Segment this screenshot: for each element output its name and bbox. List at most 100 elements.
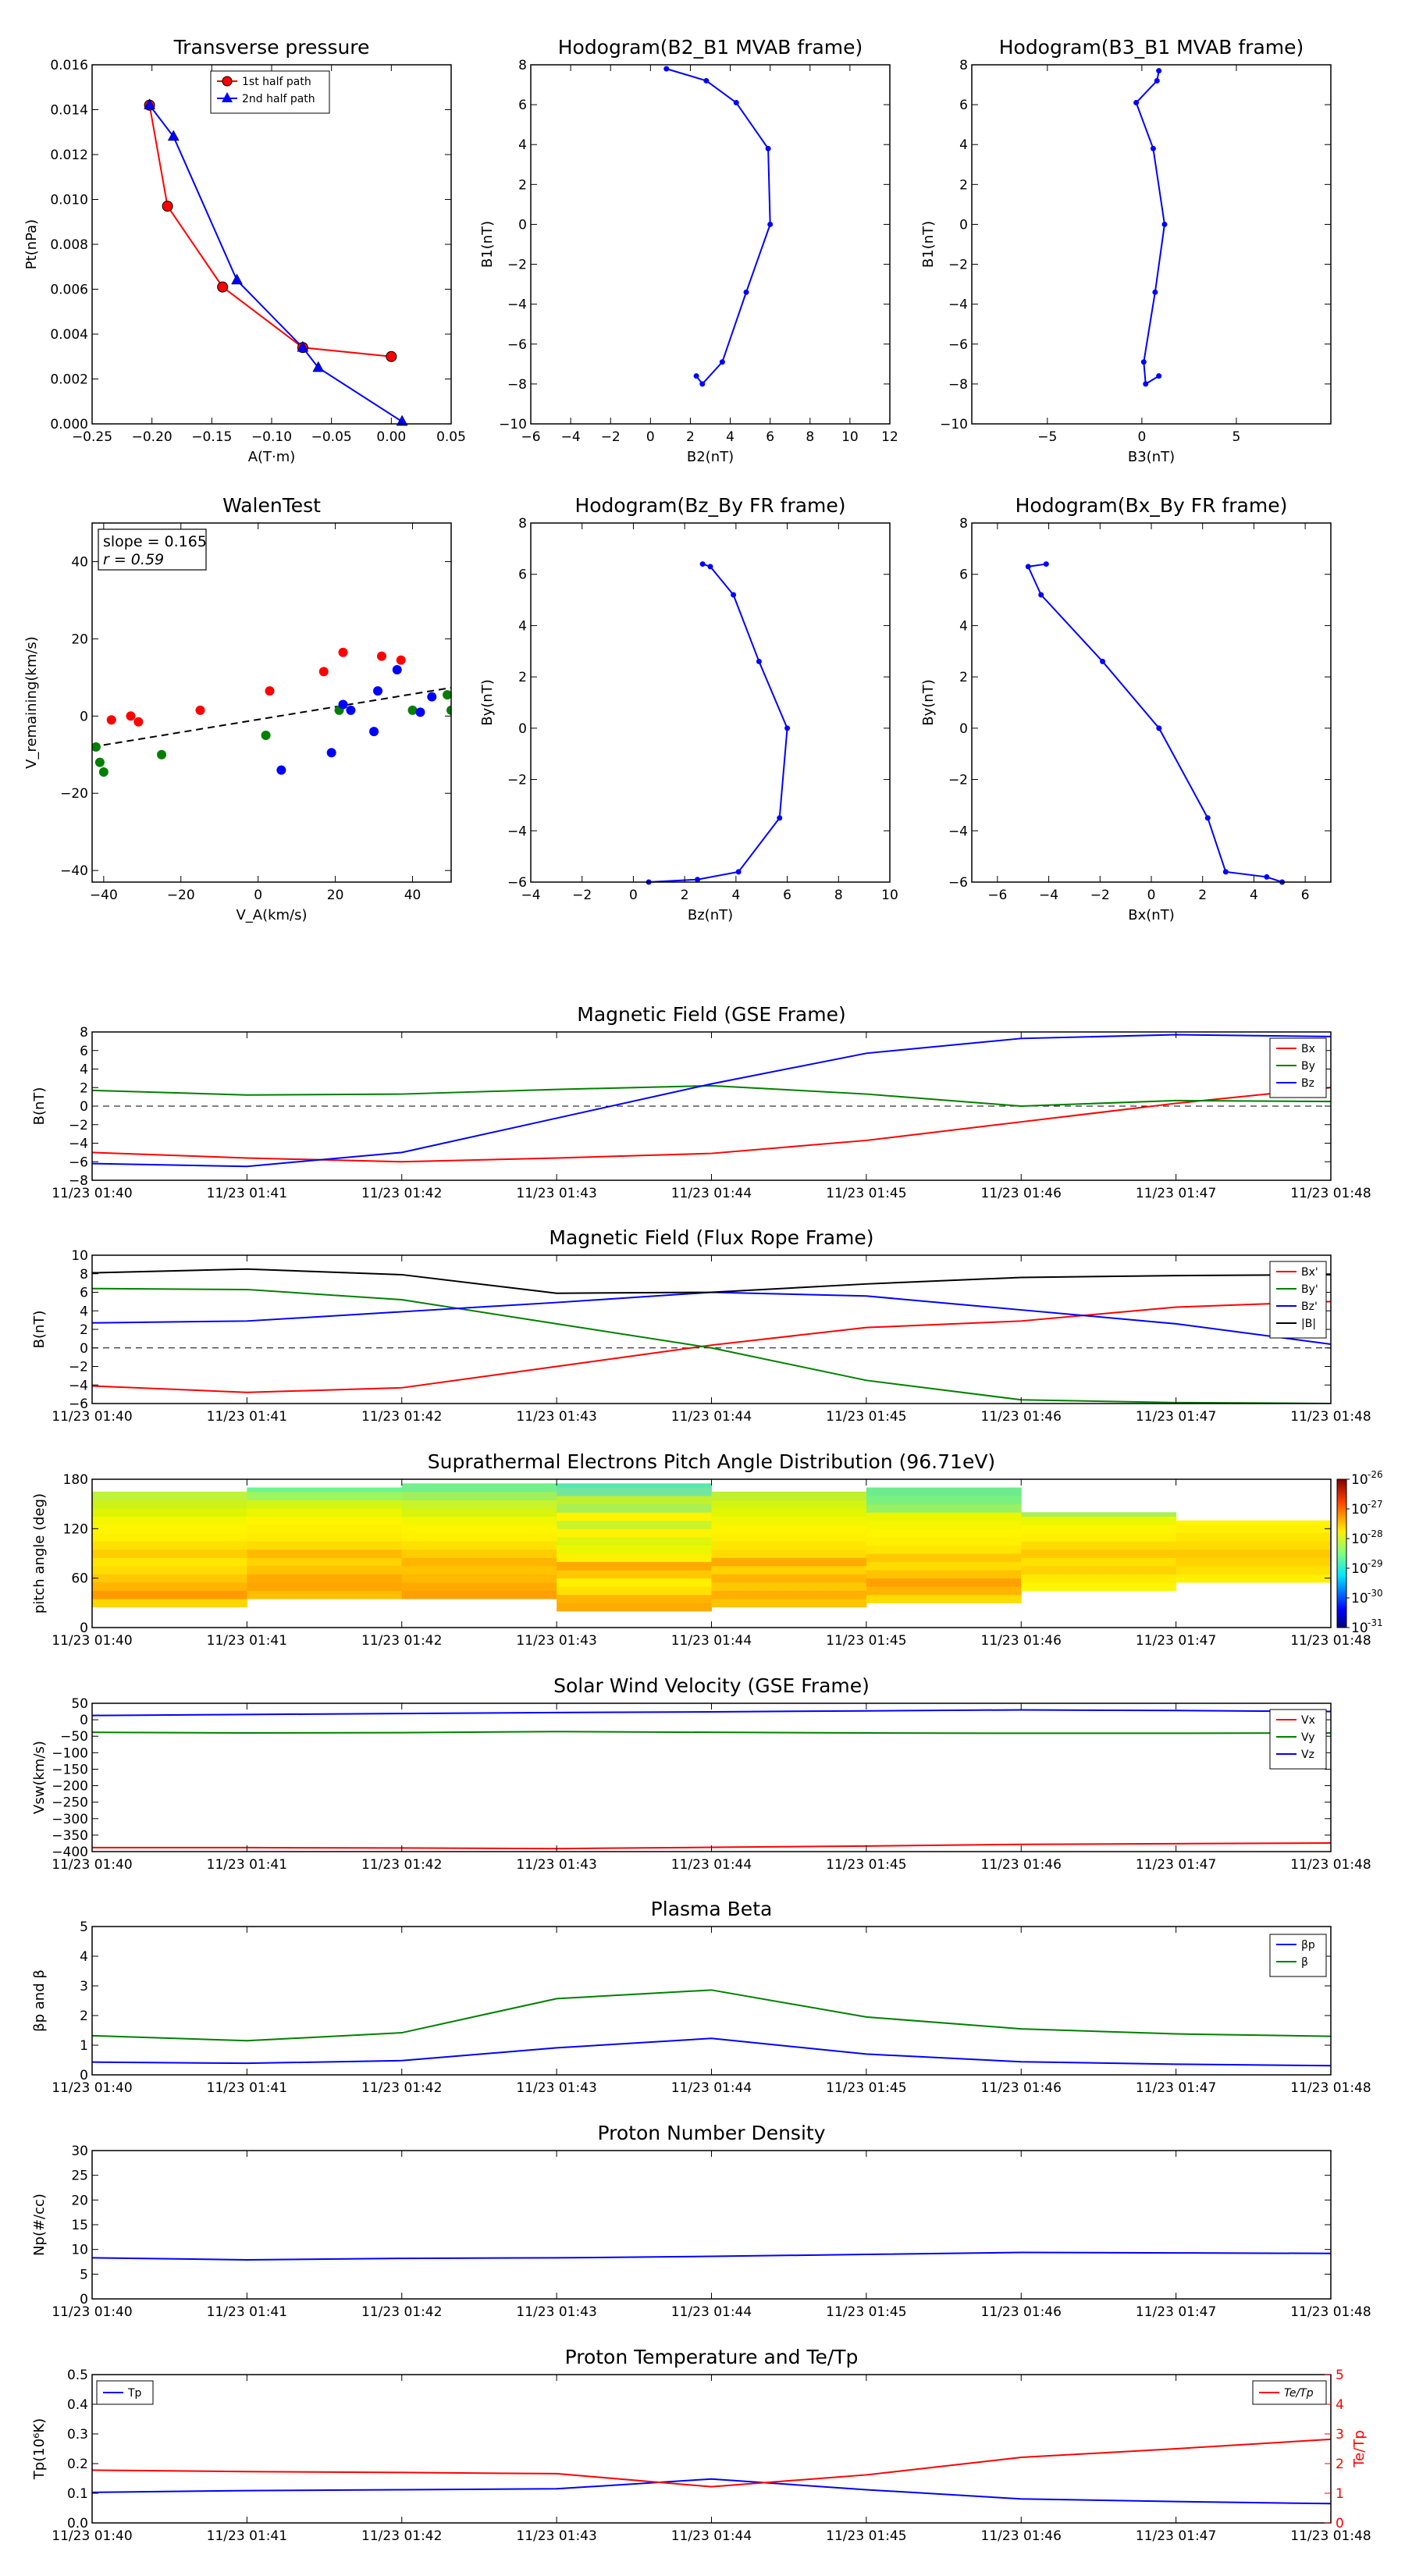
legend-entry: By <box>1301 1060 1315 1073</box>
heatmap-cell <box>247 1549 403 1558</box>
panel-hodogram_b3_b1: Hodogram(B3_B1 MVAB frame) −10 −8 −6 −4 −2 0 2 4… <box>920 36 1332 465</box>
heatmap-cell <box>247 1582 403 1591</box>
y-tick-label: −10 <box>940 417 968 432</box>
heatmap-cell <box>401 1500 557 1509</box>
x-tick-label: 0 <box>629 888 638 903</box>
heatmap-cell <box>866 1520 1022 1529</box>
heatmap-cell <box>1021 1541 1177 1550</box>
heatmap-cell <box>401 1541 557 1550</box>
heatmap-cell <box>401 1565 557 1574</box>
plot-area <box>92 1483 1331 1612</box>
x-tick-label: −2 <box>1090 888 1110 903</box>
x-tick-label: 6 <box>1301 888 1310 903</box>
time-tick-label: 11/23 01:42 <box>361 1857 442 1873</box>
heatmap-cell <box>557 1603 712 1612</box>
colorbar-label: 10 <box>1351 1561 1368 1577</box>
time-tick-label: 11/23 01:41 <box>207 2304 287 2320</box>
data-point <box>297 340 309 352</box>
time-tick-label: 11/23 01:43 <box>516 2528 596 2544</box>
y-tick-label: −2 <box>507 773 527 788</box>
heatmap-cell <box>92 1557 247 1567</box>
heatmap-cell <box>866 1536 1022 1546</box>
heatmap-cell <box>1021 1565 1177 1574</box>
legend-box <box>1269 1037 1327 1098</box>
x-tick-label: 8 <box>834 888 843 903</box>
heatmap-cell <box>557 1570 712 1579</box>
y-tick-label: 6 <box>518 98 527 113</box>
data-point <box>777 815 783 821</box>
time-tick-label: 11/23 01:47 <box>1136 2304 1216 2320</box>
chart-title: Hodogram(B3_B1 MVAB frame) <box>999 36 1304 59</box>
heatmap-cell <box>557 1487 712 1496</box>
y-tick-label: 6 <box>959 98 968 113</box>
heatmap-cell <box>711 1541 867 1550</box>
series-line-1st half path <box>148 105 392 358</box>
y-axis-label: Pt(nPa) <box>23 219 40 269</box>
series-line-Te/Tp <box>92 2438 1331 2488</box>
heatmap-cell <box>247 1532 403 1542</box>
annotation-box <box>98 528 207 571</box>
x-tick-label: 0.00 <box>376 429 406 445</box>
y-tick-label: −6 <box>69 1397 88 1412</box>
heatmap-cell <box>711 1582 867 1591</box>
colorbar-exponent: -26 <box>1368 1469 1383 1480</box>
x-tick-label: −6 <box>987 888 1007 903</box>
heatmap-cell <box>401 1590 557 1599</box>
heatmap-cell <box>866 1561 1022 1571</box>
data-point <box>407 705 418 715</box>
y-tick-label: −4 <box>507 297 527 313</box>
y-tick-label: 6 <box>518 568 527 583</box>
data-point <box>144 98 156 109</box>
y-tick-label: 3 <box>80 1979 88 1994</box>
y-tick-label: −4 <box>948 297 968 313</box>
y-tick-label: 40 <box>71 554 88 570</box>
legend-entry: Vx <box>1301 1714 1315 1727</box>
y-tick-label: 10 <box>71 2243 88 2258</box>
legend-entry: Bz' <box>1301 1300 1318 1313</box>
y-tick-label: −10 <box>499 417 527 432</box>
y-tick-label: 5 <box>80 2267 88 2282</box>
colorbar-label: 10 <box>1351 1591 1368 1606</box>
y-tick-label: 4 <box>959 618 968 634</box>
series-line-Bz <box>92 1034 1331 1168</box>
colorbar-exponent: -30 <box>1368 1588 1383 1599</box>
heatmap-cell <box>247 1541 403 1550</box>
time-tick-label: 11/23 01:44 <box>671 1186 752 1201</box>
y-tick-label: 4 <box>959 137 968 153</box>
x-axis-label: V_A(km/s) <box>236 907 307 923</box>
heatmap-cell <box>866 1512 1022 1521</box>
plot-area <box>1135 70 1165 386</box>
heatmap-cell <box>711 1500 867 1509</box>
plot-area <box>92 1034 1331 1168</box>
y-tick-label: 20 <box>71 2193 88 2208</box>
y-tick-label: 5 <box>80 1920 88 1935</box>
y-tick-label: 6 <box>959 568 968 583</box>
time-tick-label: 11/23 01:45 <box>826 1186 906 1201</box>
y-tick-label: 2 <box>80 1322 88 1338</box>
time-tick-label: 11/23 01:40 <box>52 2080 132 2096</box>
heatmap-cell <box>401 1532 557 1542</box>
axes-frame <box>91 1703 1332 1852</box>
y-axis-label: V_remaining(km/s) <box>23 636 40 769</box>
data-point <box>735 869 742 875</box>
x-tick-label: −6 <box>521 429 540 445</box>
y-tick-label: 8 <box>518 516 527 532</box>
x-tick-label: −40 <box>90 888 118 903</box>
time-tick-label: 11/23 01:44 <box>671 2080 752 2096</box>
plot-area <box>92 2438 1331 2505</box>
data-point <box>276 765 286 775</box>
y-tick-label: −2 <box>507 258 527 273</box>
series-line-By' <box>92 1287 1331 1404</box>
y-tick-label: −150 <box>52 1762 88 1777</box>
y-tick-label: 4 <box>518 137 527 153</box>
heatmap-cell <box>1176 1565 1331 1574</box>
time-tick-label: 11/23 01:40 <box>52 1633 132 1649</box>
series-line-By <box>92 1084 1331 1108</box>
y-tick-label: 0 <box>518 721 527 737</box>
y2-tick-label: 4 <box>1336 2397 1344 2413</box>
chart-title: Proton Number Density <box>598 2122 826 2144</box>
axes-frame <box>91 2150 1332 2300</box>
y-tick-label: −4 <box>69 1137 88 1152</box>
y-tick-label: 0 <box>80 1099 88 1115</box>
y2-axis-label: Te/Tp <box>1351 2430 1368 2468</box>
